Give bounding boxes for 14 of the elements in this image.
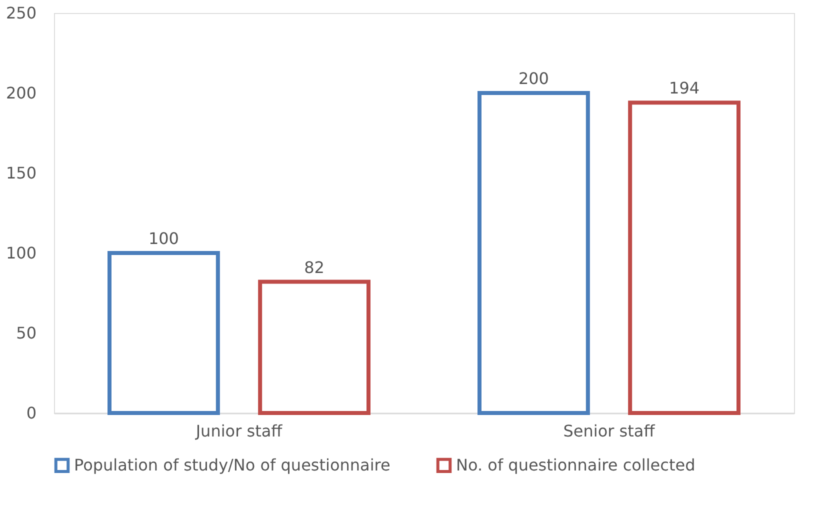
data-label: 100 [148, 229, 179, 248]
data-label: 82 [304, 258, 324, 277]
data-label: 200 [518, 69, 549, 88]
y-tick-label: 0 [26, 404, 36, 422]
data-label: 194 [669, 78, 700, 98]
legend-label: Population of study/No of questionnaire [74, 455, 390, 474]
y-tick-label: 150 [6, 164, 36, 182]
y-tick-label: 50 [16, 324, 36, 342]
legend-label: No. of questionnaire collected [456, 455, 696, 474]
x-tick-label: Senior staff [563, 422, 656, 440]
y-tick-label: 250 [6, 4, 36, 22]
y-tick-label: 100 [6, 244, 36, 262]
x-tick-label: Junior staff [194, 422, 284, 440]
y-tick-label: 200 [6, 84, 36, 102]
